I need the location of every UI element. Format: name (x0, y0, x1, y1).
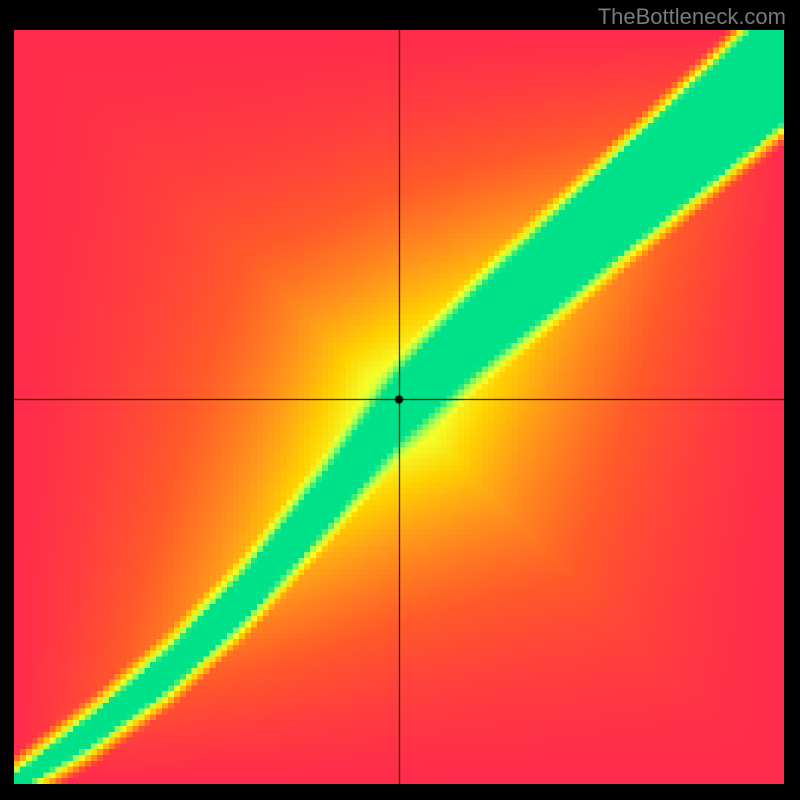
watermark-text: TheBottleneck.com (598, 4, 786, 30)
bottleneck-heatmap (14, 30, 784, 784)
chart-container: { "chart": { "type": "heatmap", "canvas"… (0, 0, 800, 800)
